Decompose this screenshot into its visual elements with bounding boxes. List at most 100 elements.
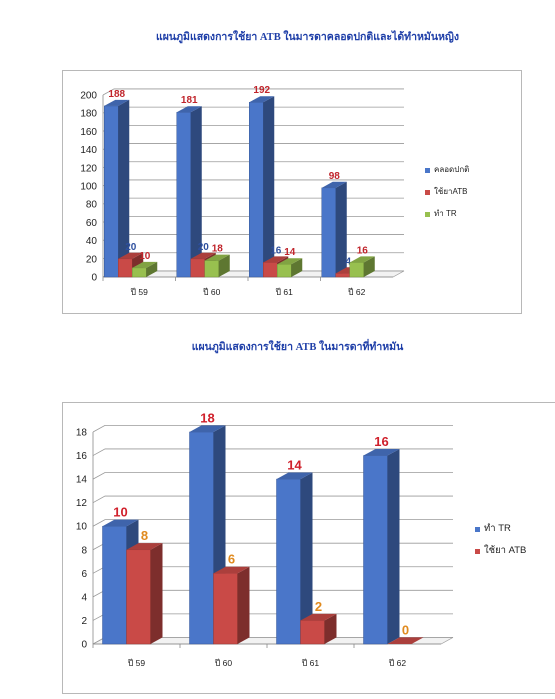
chart2-data-label: 10 [113,505,127,520]
chart2-title: แผนภูมิแสดงการใช้ยา ATB ในมารดาที่ทำหมัน [191,342,404,353]
chart1-ytick-label: 80 [86,200,98,211]
chart2-data-label: 0 [402,622,409,637]
chart2-ytick-label: 10 [76,522,88,533]
chart2-category-label: ปี 61 [301,658,319,668]
chart2-bar-side [387,448,400,644]
chart2-gridline [92,519,453,527]
chart1-data-label: 98 [329,171,341,182]
chart1-bar-top [104,99,130,106]
chart2-data-label: 14 [287,458,302,473]
chart1-bar-top [204,254,230,261]
chart1-bar-side [218,254,230,277]
chart1-ytick-label: 60 [86,218,98,229]
chart2-data-label: 8 [141,528,148,543]
chart1-data-label: 181 [181,95,198,106]
chart1-data-label: 192 [253,85,270,96]
chart2-data-label: 6 [228,552,235,567]
chart1-ytick-label: 40 [86,236,98,247]
chart1-bar-front [132,267,147,278]
chart2-legend-swatch [475,527,480,532]
chart2-svg: 0 2 4 6 8 10 12 14 16 18 ปี 59 10 8 ปี 60 18 6 ปี 61 14 2 ป… [76,410,527,668]
chart2-bar-side [150,543,163,644]
chart1-ytick-label: 200 [80,91,97,102]
chart2-data-label: 2 [315,599,322,614]
chart1-title: แผนภูมิแสดงการใช้ยา ATB ในมารดาคลอดปกติแ… [156,32,459,43]
chart1-bar-side [190,106,202,277]
chart2-gridline [92,448,453,456]
chart1-bar-front [277,264,292,278]
chart2-bar-front [276,478,301,645]
chart1-bar-top [190,252,216,259]
chart2-ytick-label: 18 [76,428,88,439]
chart1-bar-front [118,258,133,278]
chart2-bar-top [363,448,400,456]
chart1-bar-side [291,258,303,277]
chart2-ytick-label: 8 [81,545,87,556]
chart1-bar-side [335,181,347,277]
chart1-ytick-label: 180 [80,109,97,120]
chart1-bar-side [118,99,130,278]
chart1-category-label: ปี 59 [130,287,148,297]
chart2-legend-label: ทำ TR [484,523,511,534]
chart1-data-label: 16 [357,245,369,256]
chart2-bar-front [189,431,214,645]
chart2-gridline [92,472,453,480]
chart1-bar-front [190,258,205,278]
chart1-data-label: 16 [270,245,282,256]
chart1-ytick-label: 140 [80,145,97,156]
chart2-legend-label: ใช้ยา ATB [484,544,526,556]
chart1-category-label: ปี 62 [348,287,366,297]
chart1-bar-top [277,258,303,265]
chart1-legend-label: คลอดปกติ [434,165,469,174]
chart1-bar-top [118,252,144,259]
chart2-bar-side [300,472,313,644]
chart1-bar-top [249,96,275,103]
chart1-ytick-label: 160 [80,127,97,138]
chart2-ytick-label: 2 [81,616,87,627]
chart2-ytick-label: 0 [81,640,87,651]
chart2-data-label: 18 [200,410,214,425]
chart1-ytick-label: 100 [80,182,97,193]
chart1-bar-front [263,262,278,278]
chart2-bar-front [126,549,151,645]
chart2-ytick-label: 14 [76,475,88,486]
chart2-bar-top [387,637,424,644]
chart1-data-label: 14 [284,247,296,258]
chart1-bar-front [176,112,191,278]
chart1-bar-top [349,256,375,263]
chart1-bar-front [204,260,219,278]
chart1-bar-front [104,105,119,278]
chart2-ytick-label: 16 [76,451,88,462]
chart1-bar-front [349,262,364,278]
chart1-legend-swatch [425,168,430,173]
chart1-legend-label: ใช้ยาATB [434,187,467,196]
chart1-category-label: ปี 61 [275,287,293,297]
chart1-legend-swatch [425,190,430,195]
chart1-ytick-label: 120 [80,163,97,174]
chart1-bar-top [176,106,202,113]
chart2-ytick-label: 12 [76,498,88,509]
chart2-category-label: ปี 60 [214,658,232,668]
chart2-gridline [92,424,453,433]
chart2-bar-front [102,525,127,645]
chart1-legend-swatch [425,212,430,217]
chart1-gridline [102,88,404,96]
chart1-bar-top [321,181,347,188]
chart2-bar-top [300,613,337,621]
chart2-frame: 0 2 4 6 8 10 12 14 16 18 ปี 59 10 8 ปี 60 18 6 ปี 61 14 2 ป… [62,402,555,694]
chart1-bar-front [335,273,350,278]
chart2-data-label: 16 [374,434,388,449]
chart1-data-label: 18 [212,244,224,255]
chart1-bar-side [363,256,375,277]
chart1-bar-top [263,256,289,263]
chart2-category-label: ปี 59 [127,658,145,668]
chart1-data-label: 20 [198,242,210,253]
chart1-ytick-label: 20 [86,254,98,265]
chart1-bar-front [249,102,264,278]
chart2-bar-front [213,573,238,645]
chart2-bar-top [102,519,139,527]
chart1-bar-side [263,96,275,277]
chart2-ytick-label: 6 [81,569,87,580]
chart1-bar-side [146,261,158,277]
